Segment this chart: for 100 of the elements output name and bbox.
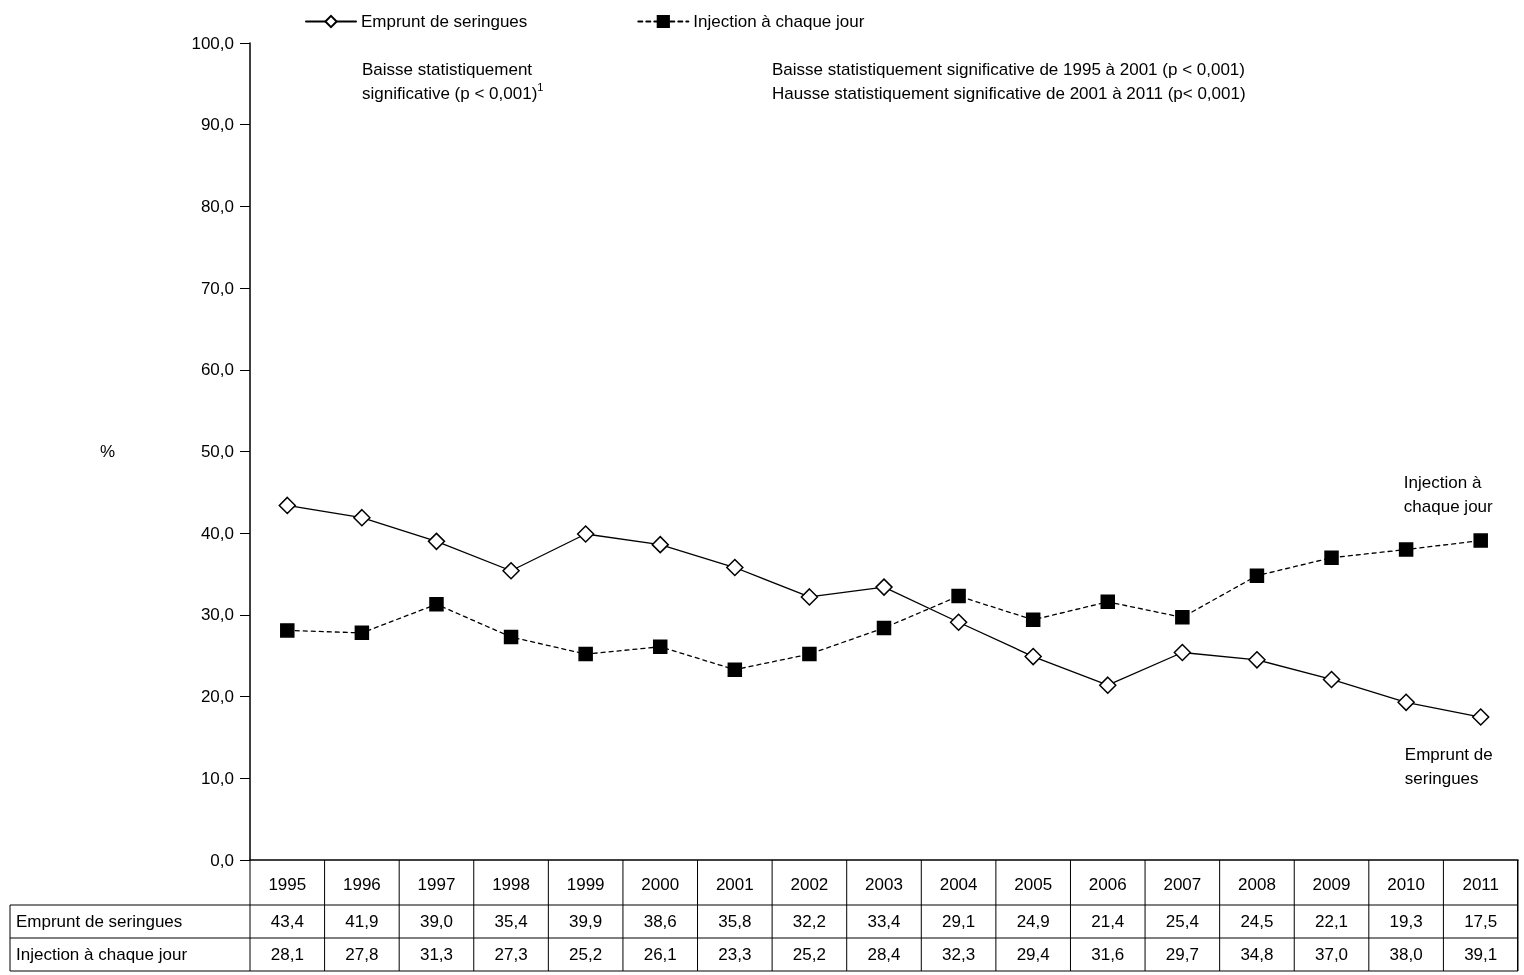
x-tick-label: 2010 — [1387, 875, 1426, 894]
y-tick-label: 60,0 — [200, 360, 234, 380]
x-tick-label: 2006 — [1088, 875, 1127, 894]
point — [802, 646, 817, 662]
data-label: 31,6 — [1091, 945, 1125, 964]
y-tick-label: 20,0 — [200, 687, 234, 707]
data-label: 29,1 — [942, 912, 976, 931]
point — [727, 662, 743, 677]
data-label: 17,5 — [1464, 912, 1498, 931]
data-label: 28,4 — [867, 945, 901, 964]
legend-label: Injection à chaque jour — [693, 12, 865, 31]
y-tick-label: 10,0 — [200, 768, 234, 788]
data-label: 25,2 — [792, 945, 826, 964]
x-tick-label: 2001 — [715, 875, 754, 894]
data-label: 26,1 — [643, 945, 677, 964]
point — [1100, 594, 1116, 610]
x-tick-label: 2004 — [939, 875, 978, 894]
point — [1099, 676, 1117, 694]
point — [429, 597, 444, 612]
point — [1324, 550, 1339, 565]
data-label: 25,4 — [1165, 912, 1199, 931]
point — [503, 629, 519, 645]
data-label: 39,9 — [569, 912, 603, 931]
data-label: 37,0 — [1314, 945, 1349, 964]
data-label: 35,4 — [494, 912, 528, 931]
text: Emprunt de seringues — [1404, 744, 1493, 788]
data-label: 27,8 — [345, 945, 379, 964]
point — [876, 620, 892, 636]
data-label: 38,0 — [1389, 945, 1423, 964]
data-label: 39,0 — [419, 912, 454, 931]
data-label: 28,1 — [270, 945, 304, 964]
data-label: 25,2 — [569, 945, 603, 964]
annotation: Baisse statistiquement significative de 1995 à 2001 (p < 0,001) — [772, 59, 1245, 79]
data-label: 41,9 — [345, 912, 379, 931]
data-label: 24,5 — [1240, 912, 1274, 931]
data-label: 23,3 — [718, 945, 752, 964]
data-label: 22,1 — [1314, 912, 1349, 931]
point — [427, 532, 446, 551]
x-tick-label: 2011 — [1462, 875, 1499, 894]
x-tick-label: 1997 — [417, 875, 456, 894]
x-tick-label: 1995 — [268, 875, 307, 894]
x-tick-label: 1998 — [492, 875, 530, 894]
x-tick-label: 2003 — [865, 875, 903, 894]
point — [1175, 610, 1190, 625]
x-tick-label: 2002 — [790, 875, 829, 894]
data-label: 19,3 — [1389, 912, 1423, 931]
data-label: 29,4 — [1016, 945, 1050, 964]
point — [1248, 651, 1266, 669]
y-axis-title: % — [99, 442, 115, 461]
point — [1473, 533, 1488, 548]
point — [652, 639, 668, 655]
y-tick-label: 50,0 — [200, 442, 234, 461]
point — [651, 535, 669, 554]
data-label: 34,8 — [1240, 945, 1274, 964]
point — [875, 578, 893, 596]
data-label: 39,1 — [1464, 945, 1498, 964]
y-tick-label: 90,0 — [200, 115, 234, 135]
y-tick-label: 80,0 — [200, 196, 234, 216]
legend-label: Emprunt de seringues — [361, 12, 528, 31]
data-label: 35,8 — [718, 912, 752, 931]
point — [1173, 643, 1192, 662]
y-tick-label: 100,0 — [191, 33, 234, 53]
text: Injection à chaque jour — [16, 945, 188, 964]
point — [726, 558, 744, 577]
point — [949, 613, 968, 631]
x-tick-label: 1996 — [342, 875, 381, 894]
point — [951, 588, 966, 604]
point — [576, 525, 595, 543]
text: Emprunt de seringues — [16, 912, 183, 931]
point — [278, 496, 297, 515]
data-label: 33,4 — [867, 912, 901, 931]
point — [353, 508, 371, 527]
point — [1024, 647, 1042, 666]
data-label: 32,3 — [942, 945, 976, 964]
x-tick-label: 2007 — [1163, 875, 1202, 894]
x-tick-label: 1999 — [566, 875, 605, 894]
data-label: 29,7 — [1165, 945, 1199, 964]
data-label: 24,9 — [1016, 912, 1050, 931]
point — [354, 625, 370, 641]
x-tick-label: 2005 — [1014, 875, 1053, 894]
data-label: 21,4 — [1091, 912, 1125, 931]
x-tick-label: 2008 — [1238, 875, 1276, 894]
point — [1249, 568, 1265, 583]
x-tick-label: 2000 — [641, 875, 680, 894]
data-label: 27,3 — [494, 945, 528, 964]
y-tick-label: 0,0 — [210, 850, 234, 870]
data-label: 43,4 — [270, 912, 304, 931]
point — [1397, 693, 1415, 712]
x-tick-label: 2009 — [1312, 875, 1351, 894]
y-tick-label: 70,0 — [200, 278, 234, 298]
y-tick-label: 40,0 — [200, 523, 234, 543]
point — [578, 646, 593, 662]
point — [800, 588, 819, 606]
point — [1025, 612, 1041, 628]
point — [280, 623, 295, 638]
point — [502, 562, 520, 580]
point — [1322, 670, 1341, 689]
text: Injection à chaque jour — [1403, 473, 1493, 517]
y-tick-label: 30,0 — [200, 605, 234, 625]
data-label: 32,2 — [792, 912, 826, 931]
